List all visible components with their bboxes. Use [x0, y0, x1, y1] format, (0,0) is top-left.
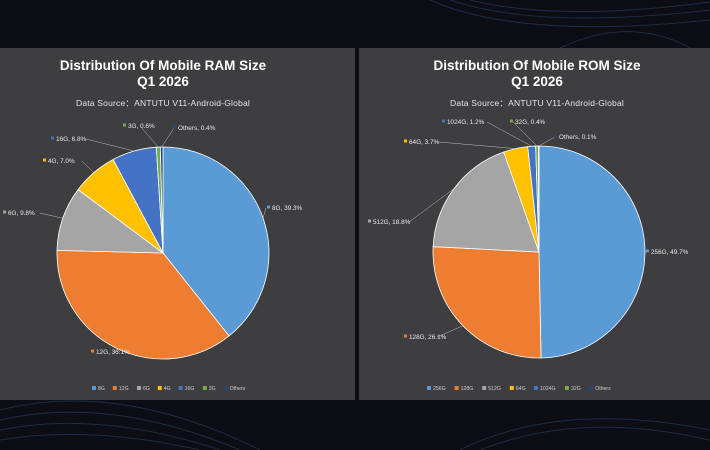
- legend-swatch: [482, 386, 487, 390]
- leader-line: [538, 136, 556, 147]
- legend-item: 3G: [209, 386, 216, 392]
- legend-swatch: [137, 386, 141, 390]
- chart-title: Distribution Of Mobile RAM Size: [60, 58, 267, 73]
- legend-swatch: [534, 386, 538, 390]
- pie-slice-256g: [538, 145, 646, 359]
- label-marker: [43, 158, 46, 162]
- legend-swatch: [157, 386, 162, 390]
- leader-line: [262, 207, 267, 219]
- rom-chart-panel: Distribution Of Mobile ROM Size Q1 2026 …: [359, 48, 710, 400]
- label-marker: [51, 136, 54, 140]
- legend-swatch: [92, 386, 96, 390]
- data-label: 512G, 18.8%: [373, 219, 411, 226]
- legend-item: 6G: [143, 386, 150, 392]
- data-label: 128G, 26.1%: [409, 334, 447, 341]
- legend: 256G 128G 512G 64G 1024G 32G Others: [427, 386, 611, 392]
- legend-item: 8G: [98, 386, 105, 392]
- legend-swatch: [223, 386, 228, 390]
- data-label: 4G, 7.0%: [48, 158, 75, 165]
- data-label: Others, 0.4%: [178, 125, 216, 132]
- chart-subtitle: Q1 2026: [137, 74, 189, 89]
- legend-item: Others: [230, 386, 246, 392]
- data-source: Data Source：ANTUTU V11-Android-Global: [450, 98, 624, 108]
- data-labels: 256G, 49.7% 128G, 26.1% 512G, 18.8% 64G, 3.…: [368, 119, 689, 341]
- label-marker: [442, 119, 445, 123]
- pie-slice-8g: [162, 146, 270, 337]
- legend-item: 1024G: [540, 386, 556, 392]
- legend-item: 12G: [119, 386, 129, 392]
- label-marker: [123, 123, 126, 127]
- ram-pie-chart: Distribution Of Mobile RAM Size Q1 2026 …: [3, 58, 303, 392]
- label-marker: [646, 249, 649, 253]
- label-marker: [267, 205, 270, 209]
- leader-line: [408, 188, 455, 223]
- data-label: 32G, 0.4%: [515, 119, 546, 126]
- pie-slice-12g: [56, 249, 230, 360]
- label-marker: [368, 219, 371, 223]
- label-marker: [554, 134, 557, 138]
- leader-line: [85, 138, 135, 152]
- leader-line: [486, 121, 532, 147]
- leader-line: [39, 212, 63, 219]
- legend-item: 32G: [571, 386, 581, 392]
- data-label: 1024G, 1.2%: [447, 119, 485, 126]
- data-label: 6G, 9.8%: [8, 210, 35, 217]
- label-marker: [91, 349, 94, 353]
- legend-swatch: [427, 386, 431, 390]
- label-leader-lines: [408, 121, 648, 338]
- data-label: 64G, 3.7%: [409, 139, 440, 146]
- legend: 8G 12G 6G 4G 16G 3G Others: [92, 386, 246, 392]
- legend-item: Others: [595, 386, 611, 392]
- label-marker: [510, 119, 513, 123]
- pie-slices: [56, 146, 270, 360]
- leader-line: [436, 325, 463, 338]
- legend-swatch: [589, 386, 594, 390]
- data-source: Data Source：ANTUTU V11-Android-Global: [76, 98, 250, 108]
- leader-line: [438, 141, 516, 149]
- legend-swatch: [565, 386, 569, 390]
- leader-line: [512, 121, 538, 147]
- legend-swatch: [454, 386, 459, 390]
- rom-pie-chart: Distribution Of Mobile ROM Size Q1 2026 …: [368, 58, 689, 392]
- data-label: 8G, 39.3%: [272, 205, 303, 212]
- legend-swatch: [202, 386, 207, 390]
- chart-subtitle: Q1 2026: [511, 74, 563, 89]
- data-label: Others, 0.1%: [559, 134, 597, 141]
- label-marker: [404, 334, 407, 338]
- legend-swatch: [509, 386, 514, 390]
- data-labels: 8G, 39.3% 12G, 36.1% 6G, 9.8% 4G, 7.0% 16G, …: [3, 123, 303, 356]
- pie-slices: [432, 145, 646, 359]
- ram-chart-panel: Distribution Of Mobile RAM Size Q1 2026 …: [0, 48, 355, 400]
- leader-line: [161, 127, 175, 148]
- data-label: 16G, 6.8%: [56, 136, 87, 143]
- legend-item: 64G: [516, 386, 526, 392]
- legend-swatch: [112, 386, 117, 390]
- data-label: 12G, 36.1%: [96, 349, 130, 356]
- label-marker: [404, 139, 407, 143]
- legend-item: 16G: [185, 386, 195, 392]
- legend-item: 256G: [433, 386, 446, 392]
- chart-title: Distribution Of Mobile ROM Size: [434, 58, 641, 73]
- data-label: 3G, 0.6%: [128, 123, 155, 130]
- leader-line: [81, 160, 95, 173]
- pie-slice-128g: [432, 246, 542, 359]
- legend-item: 512G: [488, 386, 501, 392]
- leader-line: [115, 347, 121, 353]
- label-marker: [173, 125, 176, 129]
- data-label: 256G, 49.7%: [651, 249, 689, 256]
- leader-line: [139, 125, 159, 148]
- label-marker: [3, 210, 6, 214]
- label-leader-lines: [39, 125, 267, 353]
- legend-item: 4G: [164, 386, 171, 392]
- legend-swatch: [178, 386, 183, 390]
- legend-item: 128G: [461, 386, 474, 392]
